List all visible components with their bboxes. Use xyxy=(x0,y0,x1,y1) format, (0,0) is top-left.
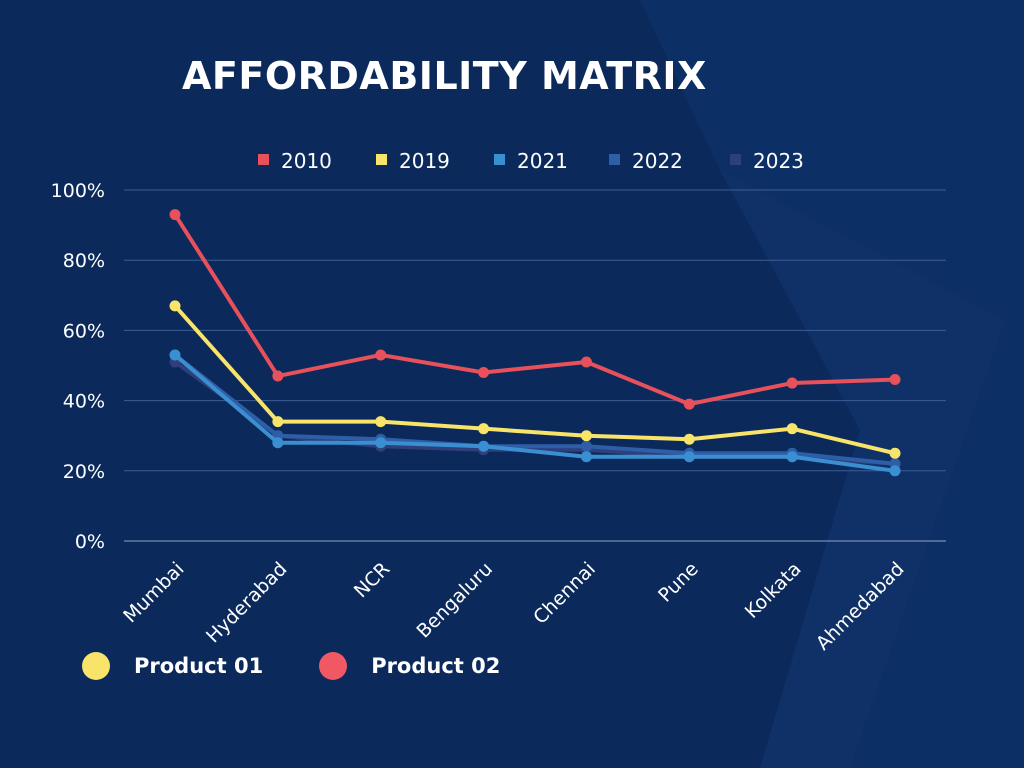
data-point xyxy=(683,433,695,445)
data-point xyxy=(580,451,592,463)
legend-label: 2022 xyxy=(632,149,683,173)
x-tick-label: Mumbai xyxy=(119,558,188,627)
data-point xyxy=(786,423,798,435)
x-tick-label: NCR xyxy=(350,558,394,602)
data-point xyxy=(786,377,798,389)
data-point xyxy=(478,423,490,435)
red-dot-icon xyxy=(319,652,348,680)
y-tick-label: 80% xyxy=(63,250,105,272)
yellow-dot-icon xyxy=(82,652,110,680)
data-point xyxy=(889,374,901,386)
data-point xyxy=(478,367,490,379)
x-tick-label: Hyderabad xyxy=(202,558,291,647)
series-line xyxy=(173,304,896,456)
series-lines xyxy=(169,209,901,477)
x-tick-label: Chennai xyxy=(529,558,600,629)
data-point xyxy=(683,451,695,463)
data-point xyxy=(272,437,284,449)
top-legend: 2010 2019 2021 2022 2023 xyxy=(258,149,804,173)
series-2021 xyxy=(169,349,901,477)
y-tick-label: 60% xyxy=(63,320,105,342)
y-tick-label: 40% xyxy=(63,391,105,413)
y-tick-label: 0% xyxy=(75,531,105,553)
series-line xyxy=(173,353,896,473)
series-2019 xyxy=(169,300,901,459)
bottom-legend: Product 01 Product 02 xyxy=(82,652,500,680)
legend-label: 2019 xyxy=(399,149,450,173)
legend-swatch-icon xyxy=(376,154,387,165)
series-line xyxy=(173,213,896,407)
chart-title: AFFORDABILITY MATRIX xyxy=(182,54,707,98)
data-point xyxy=(169,209,181,221)
legend-swatch-icon xyxy=(258,154,269,165)
data-point xyxy=(580,430,592,442)
x-axis-labels: Mumbai Hyderabad NCR Bengaluru Chennai Pune Ko… xyxy=(119,558,908,655)
bottom-legend-label: Product 01 xyxy=(134,654,264,678)
data-point xyxy=(169,349,181,361)
x-tick-label: Pune xyxy=(654,558,703,607)
data-point xyxy=(580,356,592,368)
x-tick-label: Kolkata xyxy=(741,558,806,623)
series-2010 xyxy=(169,209,901,410)
y-tick-label: 100% xyxy=(51,180,105,202)
data-point xyxy=(889,447,901,459)
data-point xyxy=(478,440,490,452)
data-point xyxy=(375,349,387,361)
data-point xyxy=(375,416,387,428)
data-point xyxy=(580,440,592,452)
bottom-legend-item-product-02: Product 02 xyxy=(319,652,500,680)
x-tick-label: Ahmedabad xyxy=(812,558,909,655)
legend-swatch-icon xyxy=(730,154,741,165)
data-point xyxy=(272,370,284,382)
bottom-legend-label: Product 02 xyxy=(371,654,501,678)
data-point xyxy=(889,465,901,477)
y-axis-labels: 0% 20% 40% 60% 80% 100% xyxy=(51,180,105,553)
data-point xyxy=(683,398,695,410)
y-tick-label: 20% xyxy=(63,461,105,483)
legend-swatch-icon xyxy=(609,154,620,165)
x-tick-label: Bengaluru xyxy=(412,558,497,643)
data-point xyxy=(272,416,284,428)
legend-label: 2010 xyxy=(281,149,332,173)
data-point xyxy=(375,437,387,449)
series-line xyxy=(173,353,896,466)
data-point xyxy=(786,451,798,463)
legend-label: 2021 xyxy=(517,149,568,173)
legend-label: 2023 xyxy=(753,149,804,173)
legend-swatch-icon xyxy=(494,154,505,165)
data-point xyxy=(169,300,181,312)
bottom-legend-item-product-01: Product 01 xyxy=(82,652,263,680)
